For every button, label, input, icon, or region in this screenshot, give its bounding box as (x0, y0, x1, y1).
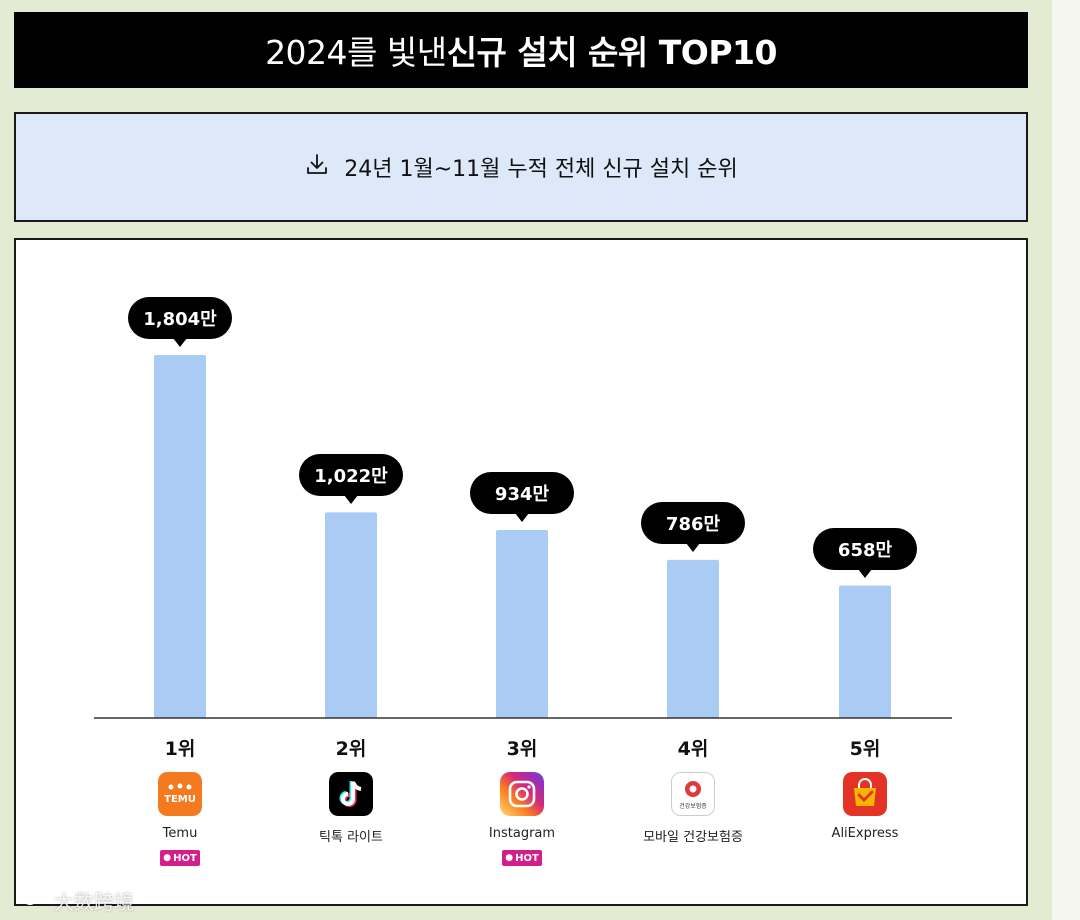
right-edge-strip (1052, 0, 1080, 920)
title-bold: 신규 설치 순위 TOP10 (446, 33, 778, 72)
flame-icon: ● (505, 853, 514, 863)
bar-2 (325, 512, 377, 718)
value-label-5: 658만 (813, 527, 917, 578)
tiktok-icon (329, 772, 373, 816)
app-name-3: Instagram (488, 826, 556, 841)
value-label-4: 786만 (641, 501, 745, 552)
subtitle-text: 24년 1월~11월 누적 전체 신규 설치 순위 (344, 157, 738, 182)
hot-label: HOT (173, 852, 197, 864)
value-label-1: 1,804만 (128, 297, 232, 347)
watermark-logo-icon (22, 887, 48, 914)
bar-3 (496, 530, 548, 718)
instagram-icon (500, 772, 544, 816)
health-insurance-icon: 건강보험증 (671, 772, 715, 816)
rank-label-1: 1위 (164, 738, 196, 760)
bar-4 (667, 559, 719, 718)
bar-5 (839, 585, 891, 718)
bar-1 (154, 355, 206, 718)
download-icon (304, 152, 330, 182)
temu-icon: TEMU (158, 772, 202, 816)
flame-icon: ● (163, 853, 172, 863)
aliexpress-icon (843, 772, 887, 816)
hot-label: HOT (515, 852, 539, 864)
title-regular: 2024를 빛낸 (265, 33, 447, 72)
title-banner: 2024를 빛낸 신규 설치 순위 TOP10 (14, 12, 1028, 88)
app-name-5: AliExpress (831, 826, 899, 841)
rank-label-3: 3위 (506, 738, 538, 760)
svg-text:TEMU: TEMU (164, 794, 196, 805)
value-label-2: 1,022만 (299, 454, 403, 505)
rank-label-2: 2위 (335, 738, 367, 760)
watermark: 大数跨境 (22, 886, 134, 915)
hot-badge-3: ● HOT (502, 850, 542, 866)
hot-badge-1: ● HOT (160, 850, 200, 866)
value-label-3: 934만 (470, 472, 574, 523)
rank-label-5: 5위 (849, 738, 881, 760)
rank-label-4: 4위 (677, 738, 709, 760)
subtitle-box: 24년 1월~11월 누적 전체 신규 설치 순위 (14, 112, 1028, 222)
watermark-text: 大数跨境 (54, 890, 134, 914)
bar-chart (94, 355, 952, 719)
chart-panel: 1,804만 1위 TEMU Temu ● HOT 1,022만 2위 틱톡 라이트 934만 3위… (14, 238, 1028, 906)
app-name-4: 모바일 건강보험증 (643, 830, 743, 845)
svg-text:건강보험증: 건강보험증 (679, 802, 707, 810)
app-name-1: Temu (162, 826, 198, 841)
app-name-2: 틱톡 라이트 (319, 830, 383, 845)
